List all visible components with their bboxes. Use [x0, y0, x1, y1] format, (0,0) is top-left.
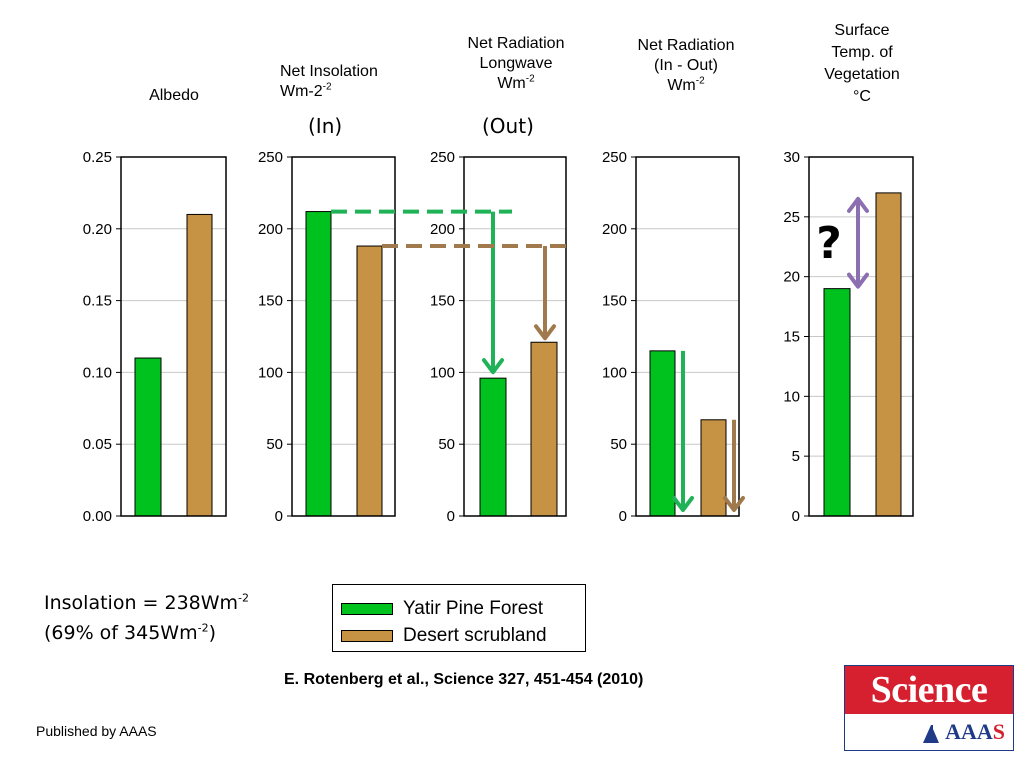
legend-swatch-forest	[341, 602, 393, 615]
y-tick-label: 0.10	[83, 364, 112, 381]
y-tick-label: 250	[258, 149, 283, 166]
bar-desert	[875, 192, 902, 517]
y-tick-label: 150	[258, 293, 283, 310]
longwave-title-line1: Net Radiation	[467, 35, 565, 52]
inout-title-sup: -2	[695, 75, 705, 87]
in-label: (In)	[308, 114, 343, 138]
surface-temp-title-line4: °C	[853, 88, 871, 105]
y-tick-label: 200	[602, 221, 627, 238]
albedo-title: Albedo	[149, 87, 199, 104]
y-tick-label: 15	[783, 329, 800, 346]
brown-arrowhead	[534, 324, 556, 341]
bar-forest	[134, 357, 162, 517]
out-label: (Out)	[482, 114, 534, 138]
aaas-logo: AAAS	[845, 714, 1013, 750]
y-tick-label: 25	[783, 209, 800, 226]
inout-title-line3: Wm	[667, 77, 696, 94]
surface-temp-title-line3: Vegetation	[824, 66, 900, 83]
y-tick-label: 20	[783, 269, 800, 286]
note-line1-sup: -2	[238, 591, 250, 605]
footer-published-by: Published by AAAS	[36, 723, 157, 739]
citation: E. Rotenberg et al., Science 327, 451-45…	[284, 671, 644, 688]
inout-title-line2: (In - Out)	[653, 57, 718, 74]
y-tick-label: 50	[610, 436, 627, 453]
panel-frame	[120, 156, 227, 517]
y-tick-label: 0	[792, 508, 800, 525]
science-aaas-logo: Science AAAS	[844, 665, 1014, 751]
note-line2: (69% of 345Wm	[44, 622, 198, 644]
net-radiation-longwave-title: Net Radiation Longwave Wm-2	[448, 34, 584, 94]
y-tick-label: 100	[602, 364, 627, 381]
net-insolation-title: Net Insolation Wm-2-2	[280, 62, 410, 102]
insolation-note: Insolation = 238Wm-2 (69% of 345Wm-2)	[44, 588, 249, 648]
y-tick-label: 0.00	[83, 508, 112, 525]
purple-arrowhead-up	[847, 196, 869, 213]
net-insolation-title-sup: -2	[322, 81, 332, 93]
y-tick-label: 100	[430, 364, 455, 381]
science-logo-text: Science	[845, 666, 1013, 714]
net-green-arrowhead	[672, 496, 694, 512]
note-line2-sup: -2	[197, 621, 209, 635]
y-tick-label: 0.05	[83, 436, 112, 453]
net-insolation-title-line1: Net Insolation	[280, 63, 378, 80]
longwave-title-sup: -2	[525, 73, 535, 85]
legend-item-desert: Desert scrubland	[341, 622, 585, 649]
y-tick-label: 0.20	[83, 221, 112, 238]
panel-frame	[463, 156, 567, 517]
y-tick-label: 150	[602, 293, 627, 310]
y-tick-label: 5	[792, 448, 800, 465]
bar-forest	[823, 288, 851, 517]
legend-label-forest: Yatir Pine Forest	[403, 597, 544, 619]
y-tick-label: 250	[430, 149, 455, 166]
aaas-text: AAA	[945, 719, 993, 744]
purple-arrowhead-down	[847, 272, 869, 289]
y-tick-label: 0	[275, 508, 283, 525]
y-tick-label: 50	[438, 436, 455, 453]
y-tick-label: 150	[430, 293, 455, 310]
net-brown-arrowhead	[723, 496, 745, 512]
bar-forest	[479, 377, 507, 517]
y-tick-label: 0	[447, 508, 455, 525]
longwave-title-line3: Wm	[497, 75, 526, 92]
y-tick-label: 30	[783, 149, 800, 166]
surface-temp-title-line1: Surface	[834, 22, 890, 39]
net-radiation-inout-title: Net Radiation (In - Out) Wm-2	[618, 36, 754, 96]
legend-item-forest: Yatir Pine Forest	[341, 595, 585, 622]
question-mark-annotation: ?	[816, 218, 842, 269]
longwave-title-line2: Longwave	[479, 55, 553, 72]
inout-title-line1: Net Radiation	[637, 37, 735, 54]
y-tick-label: 50	[266, 436, 283, 453]
y-tick-label: 200	[430, 221, 455, 238]
note-line2-end: )	[208, 622, 216, 644]
aaas-text-s: S	[992, 719, 1005, 744]
y-tick-label: 0.25	[83, 149, 112, 166]
aaas-mark-icon	[923, 724, 940, 743]
bar-forest	[649, 350, 676, 517]
panel-frame	[808, 156, 914, 517]
legend-swatch-desert	[341, 629, 393, 642]
surface-temp-title: Surface Temp. of Vegetation °C	[806, 20, 918, 108]
bar-desert	[356, 245, 383, 517]
net-insolation-title-line2: Wm-2	[280, 83, 323, 100]
bar-desert	[700, 419, 727, 517]
note-line1: Insolation = 238Wm	[44, 592, 239, 614]
y-tick-label: 100	[258, 364, 283, 381]
bar-desert	[530, 341, 558, 517]
y-tick-label: 0	[619, 508, 627, 525]
surface-temp-title-line2: Temp. of	[831, 44, 893, 61]
green-arrowhead	[482, 358, 504, 375]
y-tick-label: 10	[783, 388, 800, 405]
y-tick-label: 200	[258, 221, 283, 238]
bar-forest	[305, 211, 332, 517]
panel-frame	[291, 156, 396, 517]
y-tick-label: 250	[602, 149, 627, 166]
legend-label-desert: Desert scrubland	[403, 624, 547, 646]
y-tick-label: 0.15	[83, 293, 112, 310]
bar-desert	[186, 213, 213, 517]
legend: Yatir Pine Forest Desert scrubland	[332, 584, 586, 652]
panel-frame	[635, 156, 740, 517]
